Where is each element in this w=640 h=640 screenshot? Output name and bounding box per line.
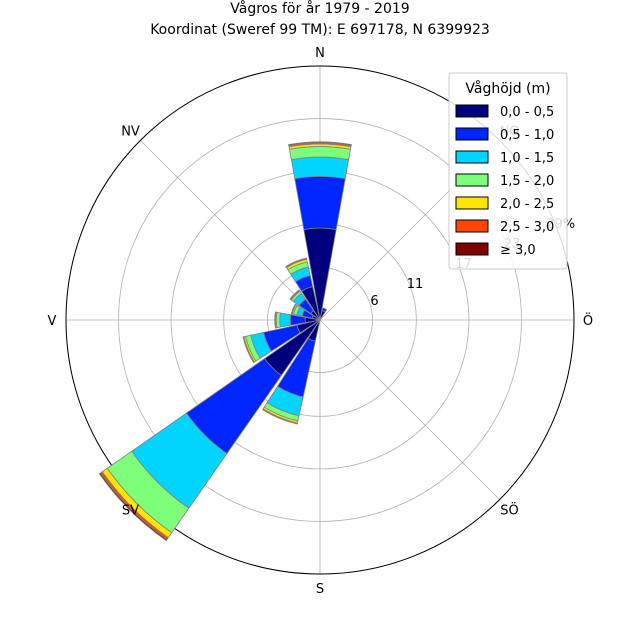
direction-label-s: S [316,582,324,597]
legend-label-6: 2,5 - 3,0 [500,220,554,235]
chart-subtitle: Koordinat (Sweref 99 TM): E 697178, N 63… [150,22,490,38]
bar-sv-bin-7 [98,472,168,542]
bar-v-bin-7 [274,311,277,329]
direction-label-sv: SV [122,504,139,519]
legend-swatch-5 [455,196,489,210]
rose-bars [98,141,352,542]
direction-label-n: N [315,46,325,61]
legend-swatch-3 [455,150,489,164]
direction-label-sö: SÖ [500,502,518,519]
legend-swatch-4 [455,173,489,187]
bar-nv-bin-7 [289,289,300,300]
legend-label-7: ≥ 3,0 [500,243,536,258]
legend: Våghöjd (m) 0,0 - 0,5 0,5 - 1,0 1,0 - 1,5 1… [448,72,568,270]
legend-label-1: 0,0 - 0,5 [500,105,554,120]
bar-n-bin-2 [294,175,346,230]
bar-n-bin-7 [288,141,352,146]
legend-swatch-2 [455,127,489,141]
bar-vsv-bin-7 [242,336,255,364]
legend-swatch-1 [455,104,489,118]
direction-label-nv: NV [121,125,140,140]
bar-v-bin-3 [279,312,292,328]
legend-swatch-6 [455,219,489,233]
bar-ssv-bin-7 [262,408,298,425]
direction-label-v: V [48,314,57,329]
bar-n-bin-3 [290,156,350,180]
legend-label-5: 2,0 - 2,5 [500,197,554,212]
legend-title: Våghöjd (m) [465,80,550,97]
chart-title: Vågros för år 1979 - 2019 [230,0,409,17]
radial-tick-2: 11 [407,277,424,292]
grid-spoke-sö [319,319,500,500]
legend-label-4: 1,5 - 2,0 [500,174,554,189]
bar-nno-bin-2 [321,307,328,313]
legend-label-2: 0,5 - 1,0 [500,128,554,143]
bar-nnv-bin-7 [285,257,307,268]
legend-label-3: 1,0 - 1,5 [500,151,554,166]
polar-frame [65,65,575,575]
bar-vnv-bin-7 [290,303,297,315]
legend-swatch-7 [455,242,489,256]
legend-frame [448,72,568,270]
direction-label-ö: Ö [583,312,593,329]
radial-tick-1: 6 [370,294,378,309]
grid-spoke-nv [140,140,321,321]
